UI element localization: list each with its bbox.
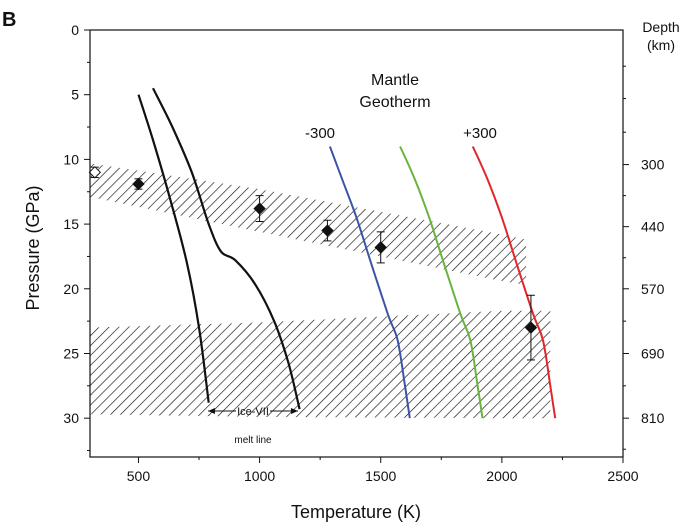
y-tick-label-10: 10 xyxy=(63,151,79,167)
y-tick-label-15: 15 xyxy=(63,216,79,232)
depth-axis: 300 440 570 690 810 xyxy=(623,65,665,450)
depth-tick-label-440: 440 xyxy=(641,219,665,235)
depth-axis-unit: (km) xyxy=(647,37,675,53)
data-point-4 xyxy=(321,224,334,237)
depth-axis-label: Depth xyxy=(642,19,679,35)
geotherm-line-1 xyxy=(328,146,411,419)
depth-tick-label-810: 810 xyxy=(641,410,665,426)
hatched-band-2 xyxy=(90,310,551,419)
data-point-2 xyxy=(132,177,145,191)
y-tick-label-20: 20 xyxy=(63,281,79,297)
y-tick-label-30: 30 xyxy=(63,410,79,426)
plus300-label: +300 xyxy=(463,125,497,142)
depth-tick-label-690: 690 xyxy=(641,345,665,361)
geotherm-line-3 xyxy=(471,146,557,419)
depth-tick-label-300: 300 xyxy=(641,157,665,173)
ice-vii-label: Ice-VII xyxy=(237,406,269,418)
curve-layer xyxy=(137,87,557,419)
plot-frame xyxy=(89,29,624,458)
panel-label: B xyxy=(2,9,16,31)
y-axis: 0 5 10 15 20 25 30 xyxy=(63,22,90,452)
y-axis-label: Pressure (GPa) xyxy=(23,185,43,310)
geotherm-label: Geotherm xyxy=(359,94,430,111)
x-axis: 500 1000 1500 2000 2500 xyxy=(127,457,639,484)
data-point-5 xyxy=(374,241,387,254)
hatched-bands xyxy=(90,163,551,419)
x-tick-label-1500: 1500 xyxy=(365,468,396,484)
geotherm-line-2 xyxy=(399,146,484,419)
data-point-6 xyxy=(524,321,538,334)
y-tick-label-25: 25 xyxy=(63,345,79,361)
x-axis-label: Temperature (K) xyxy=(291,502,421,522)
ice-vii-arrow xyxy=(208,408,298,414)
hatched-band-1 xyxy=(90,163,527,285)
ice-melt-curve-left xyxy=(137,94,210,403)
x-tick-label-2500: 2500 xyxy=(607,468,638,484)
x-tick-label-2000: 2000 xyxy=(486,468,517,484)
melt-line-label: melt line xyxy=(234,435,272,446)
minus300-label: -300 xyxy=(305,125,335,142)
ice-melt-curve-right xyxy=(152,87,301,410)
y-tick-label-5: 5 xyxy=(71,87,79,103)
data-point-3 xyxy=(253,202,266,215)
depth-tick-label-570: 570 xyxy=(641,281,665,297)
x-tick-label-500: 500 xyxy=(127,468,151,484)
mantle-label: Mantle xyxy=(371,72,419,89)
data-point-layer xyxy=(88,166,538,361)
x-tick-label-1000: 1000 xyxy=(244,468,275,484)
data-point-1 xyxy=(88,166,102,179)
y-tick-label-0: 0 xyxy=(71,22,79,38)
